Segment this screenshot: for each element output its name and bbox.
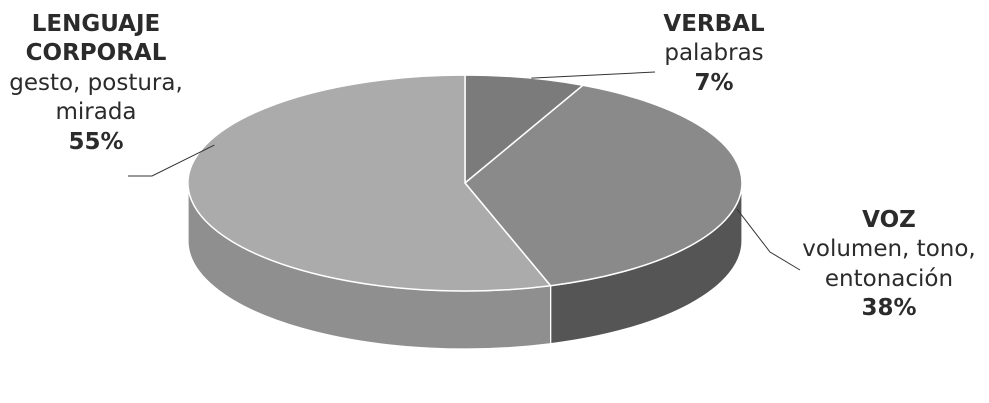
slice-label-verbal: VERBAL palabras 7% [658,10,770,98]
slice-description-line: volumen, tono, [802,236,976,263]
slice-label-voz: VOZ volumen, tono, entonación 38% [796,206,982,324]
pie-top-faces [187,74,743,292]
leader-lines [128,71,801,271]
pie-slice-lenguaje-corporal [187,74,552,292]
slice-percent-label: 55% [68,128,124,155]
leader-line-verbal [531,71,656,79]
slice-name: VERBAL [663,11,765,37]
leader-line-lenguaje-corporal [128,144,215,177]
slice-description: palabras [664,40,764,67]
slice-percent-label: 38% [861,295,917,322]
slice-name-line: LENGUAJE [31,11,161,37]
pie-slice-verbal [464,74,584,184]
slice-description-line: gesto, postura, [9,69,183,96]
slice-name-line: CORPORAL [25,40,167,67]
slice-description-line: entonación [824,265,954,292]
slice-percent-label: 7% [694,69,734,96]
slice-description-line: mirada [55,99,137,126]
slice-label-lenguaje-corporal: LENGUAJE CORPORAL gesto, postura, mirada… [6,10,186,157]
pie-slice-voz [464,84,743,287]
slice-name: VOZ [862,207,916,233]
leader-line-voz [736,208,801,271]
